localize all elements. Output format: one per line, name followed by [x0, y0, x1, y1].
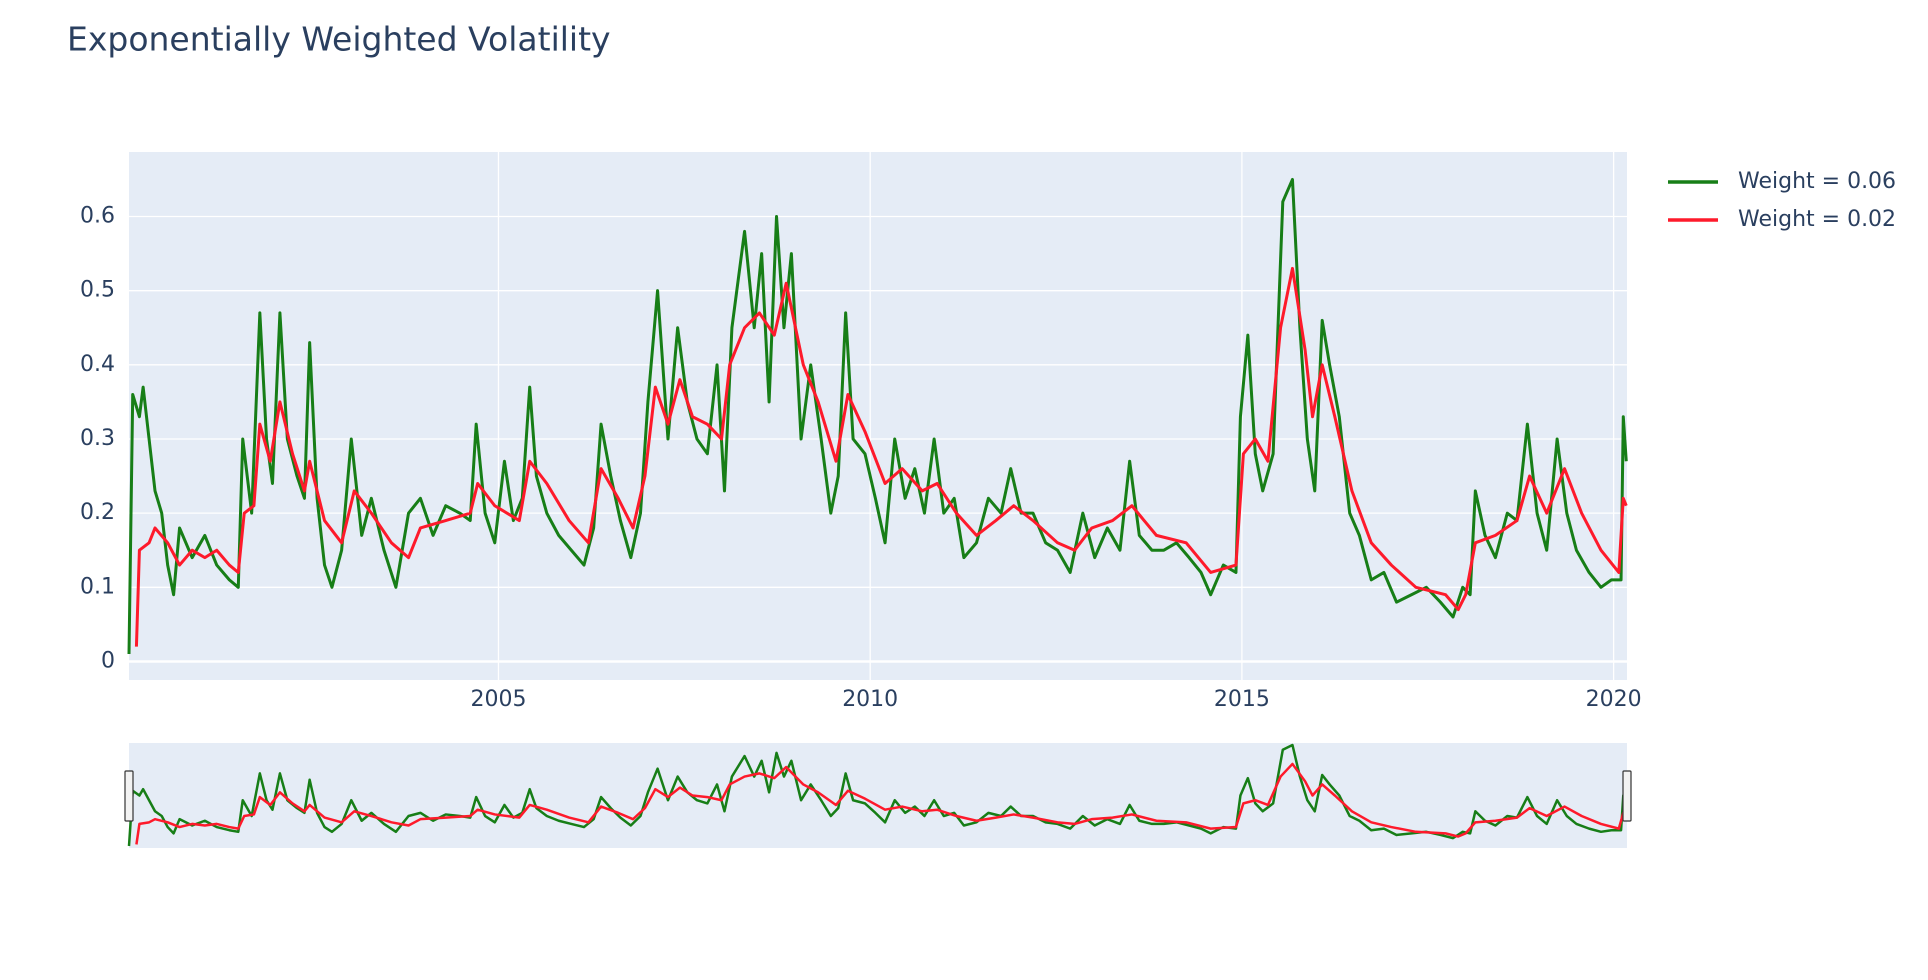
x-tick-label: 2015 [1214, 687, 1270, 712]
y-tick-label: 0.1 [80, 574, 115, 599]
legend-label: Weight = 0.02 [1738, 207, 1896, 232]
line-series [127, 177, 1628, 655]
chart-title: Exponentially Weighted Volatility [67, 20, 611, 59]
y-tick-label: 0.3 [80, 426, 115, 451]
range-slider-line [127, 743, 1628, 847]
range-slider [129, 743, 1627, 848]
y-tick-label: 0.5 [80, 278, 115, 303]
y-tick-label: 0.2 [80, 500, 115, 525]
range-handle [124, 770, 134, 822]
range-handle [1622, 770, 1632, 822]
x-tick-label: 2005 [470, 687, 526, 712]
x-tick-label: 2020 [1586, 687, 1642, 712]
y-tick-label: 0.6 [80, 204, 115, 229]
y-tick-label: 0 [101, 648, 115, 673]
range-slider-line [135, 762, 1627, 845]
legend-label: Weight = 0.06 [1738, 169, 1896, 194]
x-tick-label: 2010 [842, 687, 898, 712]
line-series [134, 266, 1628, 647]
y-tick-label: 0.4 [80, 352, 115, 377]
plot-area [129, 152, 1627, 680]
